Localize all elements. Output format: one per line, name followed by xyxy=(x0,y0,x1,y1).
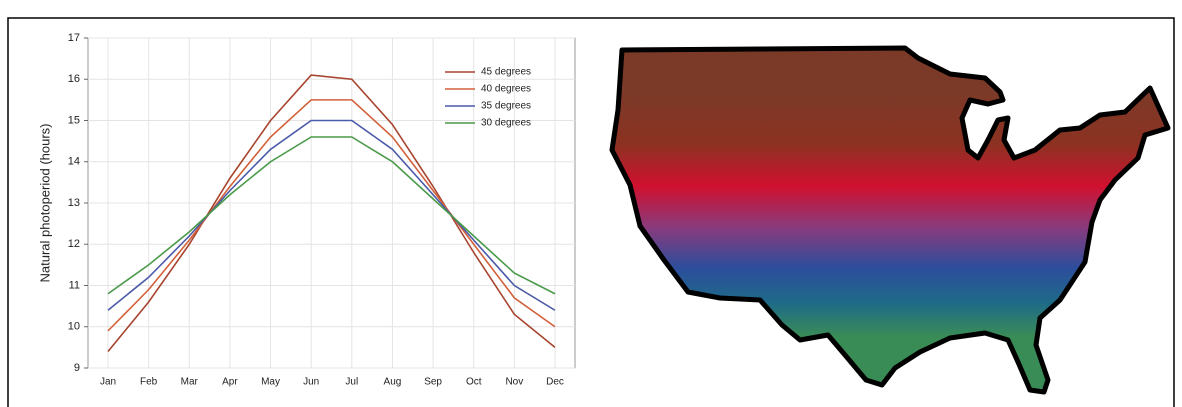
x-tick-label: Jul xyxy=(345,377,358,388)
frame xyxy=(7,17,1175,407)
series-line xyxy=(107,136,556,295)
y-tick-label: 16 xyxy=(68,73,80,85)
series-line xyxy=(107,119,556,311)
x-tick-label: Nov xyxy=(505,377,523,388)
x-tick-label: Aug xyxy=(384,377,402,388)
series-line xyxy=(107,99,556,332)
series-line xyxy=(107,74,556,353)
x-tick-label: Apr xyxy=(222,377,238,388)
y-tick-label: 17 xyxy=(68,32,80,44)
y-tick-label: 9 xyxy=(74,362,80,374)
y-tick-label: 10 xyxy=(68,321,80,333)
x-tick-label: May xyxy=(261,377,280,388)
y-tick-label: 15 xyxy=(68,114,80,126)
y-tick-label: 11 xyxy=(69,279,80,291)
legend-label: 30 degrees xyxy=(481,118,531,129)
y-axis-label: Natural photoperiod (hours) xyxy=(37,124,52,283)
legend-label: 35 degrees xyxy=(481,101,531,112)
y-tick-label: 12 xyxy=(68,238,80,250)
legend-label: 40 degrees xyxy=(481,84,531,95)
y-tick-label: 13 xyxy=(68,197,80,209)
x-tick-label: Oct xyxy=(466,377,482,388)
y-tick-label: 14 xyxy=(68,156,80,168)
x-tick-label: Mar xyxy=(181,377,199,388)
x-tick-label: Feb xyxy=(140,377,158,388)
legend-label: 45 degrees xyxy=(481,67,531,78)
x-tick-label: Jun xyxy=(303,377,319,388)
x-tick-label: Dec xyxy=(546,377,564,388)
x-tick-label: Sep xyxy=(424,377,442,388)
us-map xyxy=(609,45,1171,395)
x-tick-label: Jan xyxy=(100,377,116,388)
